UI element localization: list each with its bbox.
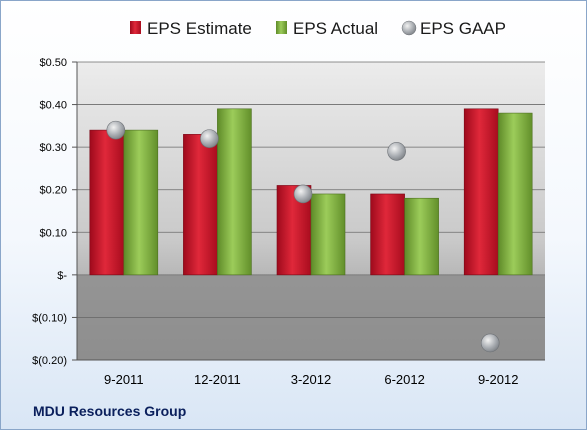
x-tick-label: 6-2012: [384, 372, 424, 387]
legend-eps-gaap-swatch: [401, 20, 417, 36]
x-tick-label: 3-2012: [291, 372, 331, 387]
bar-eps-estimate: [463, 108, 499, 276]
bar-eps-actual: [217, 108, 252, 276]
legend-eps-actual-label: EPS Actual: [293, 19, 378, 38]
y-tick-label: $(0.20): [32, 355, 67, 367]
legend-eps-estimate-label: EPS Estimate: [147, 19, 252, 38]
legend-eps-actual-swatch: [276, 21, 287, 34]
y-tick-label: $0.30: [39, 142, 67, 154]
legend-eps-gaap-label: EPS GAAP: [420, 19, 506, 38]
point-eps-gaap: [293, 184, 313, 204]
y-tick-label: $-: [57, 270, 67, 282]
y-tick-label: $0.40: [39, 100, 67, 112]
bar-eps-actual: [404, 197, 439, 276]
point-eps-gaap: [200, 129, 219, 148]
y-tick-label: $(0.10): [32, 312, 67, 324]
y-tick-label: $0.10: [39, 227, 67, 239]
footer-company-name: MDU Resources Group: [33, 403, 187, 419]
point-eps-gaap: [480, 333, 500, 353]
y-tick-label: $0.20: [39, 185, 67, 197]
bar-eps-actual: [310, 193, 346, 276]
x-tick-label: 12-2011: [194, 372, 241, 387]
point-eps-gaap: [387, 142, 406, 161]
x-tick-label: 9-2011: [104, 372, 144, 387]
legend-eps-estimate-swatch: [130, 21, 141, 34]
bar-eps-actual: [497, 112, 533, 276]
bar-eps-estimate: [183, 134, 218, 276]
point-eps-gaap: [106, 120, 126, 140]
x-tick-label: 9-2012: [478, 372, 518, 387]
bar-eps-estimate: [89, 129, 125, 276]
bar-eps-estimate: [370, 193, 405, 276]
bar-eps-actual: [123, 129, 159, 276]
y-tick-label: $0.50: [39, 57, 67, 69]
